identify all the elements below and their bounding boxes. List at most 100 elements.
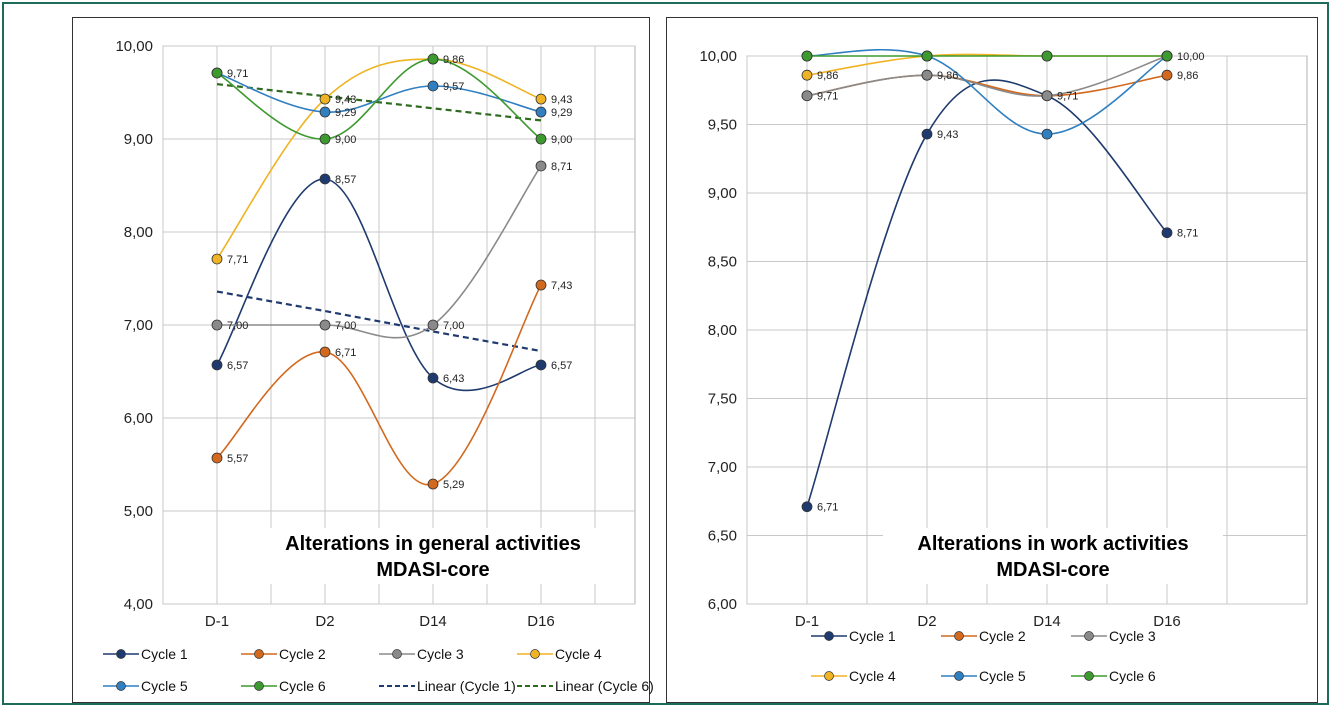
y-tick-label: 9,00 xyxy=(124,131,153,148)
y-tick-label: 8,50 xyxy=(708,254,737,271)
legend-item-cycle-6: Cycle 6 xyxy=(241,678,326,694)
data-point-cycle-1-d14 xyxy=(427,372,439,384)
data-label-cycle-3-d2: 7,00 xyxy=(335,320,356,332)
data-point-cycle-1-d-1 xyxy=(211,359,223,371)
x-tick-label-d-1: D-1 xyxy=(205,613,229,630)
y-tick-label: 10,00 xyxy=(699,48,737,65)
data-point-cycle-6-d-1 xyxy=(801,50,813,62)
data-point-cycle-2-d-1 xyxy=(211,452,223,464)
series-line-cycle-6 xyxy=(216,58,542,140)
data-label-cycle-2-d2: 6,71 xyxy=(335,347,356,359)
data-point-cycle-5-d14 xyxy=(427,80,439,92)
x-tick-label-d2: D2 xyxy=(315,613,334,630)
legend-label: Cycle 1 xyxy=(141,646,188,662)
legend-item-cycle-3: Cycle 3 xyxy=(1071,628,1156,644)
series-line-cycle-1 xyxy=(216,178,542,392)
data-label-cycle-3-d2: 9,86 xyxy=(937,70,958,82)
y-tick-label: 10,00 xyxy=(115,38,153,55)
data-label-cycle-5-d14: 9,57 xyxy=(443,81,464,93)
legend-marker xyxy=(392,649,402,659)
title-box xyxy=(263,528,603,584)
data-label-cycle-3-d16: 8,71 xyxy=(551,161,572,173)
data-point-cycle-2-d14 xyxy=(427,478,439,490)
x-tick-label-d14: D14 xyxy=(1033,613,1061,630)
data-label-cycle-2-d-1: 5,57 xyxy=(227,453,248,465)
legend-label: Cycle 6 xyxy=(279,678,326,694)
x-tick-label-d16: D16 xyxy=(1153,613,1181,630)
data-label-cycle-6-d16: 9,00 xyxy=(551,134,572,146)
chart-panel-work-activities: 6,00 6,50 7,00 7,50 8,00 8,50 9,00 9,50 10,00 D-1… xyxy=(666,17,1318,703)
legend-item-cycle-6: Cycle 6 xyxy=(1071,668,1156,684)
data-label-cycle-1-d2: 9,43 xyxy=(937,129,958,141)
data-point-cycle-4-d2 xyxy=(319,93,331,105)
legend-label: Cycle 5 xyxy=(141,678,188,694)
legend-label: Cycle 1 xyxy=(849,628,896,644)
data-point-cycle-6-d2 xyxy=(921,50,933,62)
y-tick-label: 8,00 xyxy=(124,224,153,241)
chart-title: Alterations in general activities xyxy=(285,533,581,555)
series-line-cycle-4 xyxy=(216,58,542,260)
data-label-cycle-3-d14: 9,71 xyxy=(1057,91,1078,103)
series-line-cycle-5 xyxy=(216,72,542,113)
legend-item-cycle-5: Cycle 5 xyxy=(941,668,1026,684)
data-label-cycle-5-d16: 9,29 xyxy=(551,107,572,119)
legend-marker xyxy=(254,649,264,659)
data-label-cycle-1-d-1: 6,71 xyxy=(817,502,838,514)
legend-label: Linear (Cycle 1) xyxy=(417,678,516,694)
data-point-cycle-3-d2 xyxy=(319,319,331,331)
data-point-cycle-2-d16 xyxy=(535,279,547,291)
data-point-cycle-1-d2 xyxy=(319,173,331,185)
chart-subtitle: MDASI-core xyxy=(996,559,1109,581)
legend-marker xyxy=(116,681,126,691)
legend-label: Cycle 4 xyxy=(849,668,896,684)
data-point-cycle-2-d2 xyxy=(319,346,331,358)
legend-item-cycle-1: Cycle 1 xyxy=(811,628,896,644)
data-point-cycle-3-d-1 xyxy=(801,90,813,102)
legend-marker xyxy=(116,649,126,659)
y-tick-label: 5,00 xyxy=(124,503,153,520)
x-tick-label-d14: D14 xyxy=(419,613,447,630)
chart-panel-general-activities: 4,00 5,00 6,00 7,00 8,00 9,00 10,00 D-1 D2 D14 D16… xyxy=(72,17,654,703)
data-label-cycle-5-d16: 10,00 xyxy=(1177,51,1205,63)
legend-item-linear-cycle-1: Linear (Cycle 1) xyxy=(379,678,516,694)
data-point-cycle-1-d-1 xyxy=(801,501,813,513)
chart-subtitle: MDASI-core xyxy=(376,559,489,581)
data-point-cycle-3-d16 xyxy=(535,160,547,172)
data-point-cycle-6-d2 xyxy=(319,133,331,145)
y-tick-label: 9,00 xyxy=(708,185,737,202)
data-point-cycle-3-d2 xyxy=(921,69,933,81)
trendline-linear-cycle-1 xyxy=(216,290,542,353)
data-label-cycle-4-d14: 9,86 xyxy=(443,54,464,66)
y-tick-label: 6,00 xyxy=(124,410,153,427)
series-line-cycle-5 xyxy=(806,48,1168,135)
series-line-cycle-3 xyxy=(806,55,1168,97)
legend-marker xyxy=(1084,631,1094,641)
data-point-cycle-5-d14 xyxy=(1041,128,1053,140)
legend-marker xyxy=(1084,671,1094,681)
data-label-cycle-4-d16: 9,43 xyxy=(551,94,572,106)
data-label-cycle-2-d16: 7,43 xyxy=(551,280,572,292)
data-label-cycle-1-d2: 8,57 xyxy=(335,174,356,186)
data-label-cycle-2-d14: 5,29 xyxy=(443,479,464,491)
legend-label: Linear (Cycle 6) xyxy=(555,678,654,694)
data-point-cycle-6-d14 xyxy=(427,53,439,65)
data-point-cycle-1-d2 xyxy=(921,128,933,140)
data-point-cycle-4-d-1 xyxy=(801,69,813,81)
legend-label: Cycle 2 xyxy=(979,628,1026,644)
x-tick-label-d-1: D-1 xyxy=(795,613,819,630)
y-tick-label: 6,50 xyxy=(708,528,737,545)
chart-work-activities: 6,00 6,50 7,00 7,50 8,00 8,50 9,00 9,50 10,00 D-1… xyxy=(699,48,1308,684)
data-label-cycle-3-d-1: 9,71 xyxy=(817,91,838,103)
title-box xyxy=(883,528,1223,584)
legend-label: Cycle 6 xyxy=(1109,668,1156,684)
legend-label: Cycle 2 xyxy=(279,646,326,662)
legend-marker xyxy=(824,631,834,641)
legend-label: Cycle 4 xyxy=(555,646,602,662)
legend-item-cycle-2: Cycle 2 xyxy=(941,628,1026,644)
data-label-cycle-1-d16: 6,57 xyxy=(551,360,572,372)
data-point-cycle-3-d14 xyxy=(427,319,439,331)
data-point-cycle-5-d16 xyxy=(535,106,547,118)
legend-marker xyxy=(824,671,834,681)
data-label-cycle-4-d-1: 9,86 xyxy=(817,70,838,82)
chart-title: Alterations in work activities xyxy=(917,533,1188,555)
